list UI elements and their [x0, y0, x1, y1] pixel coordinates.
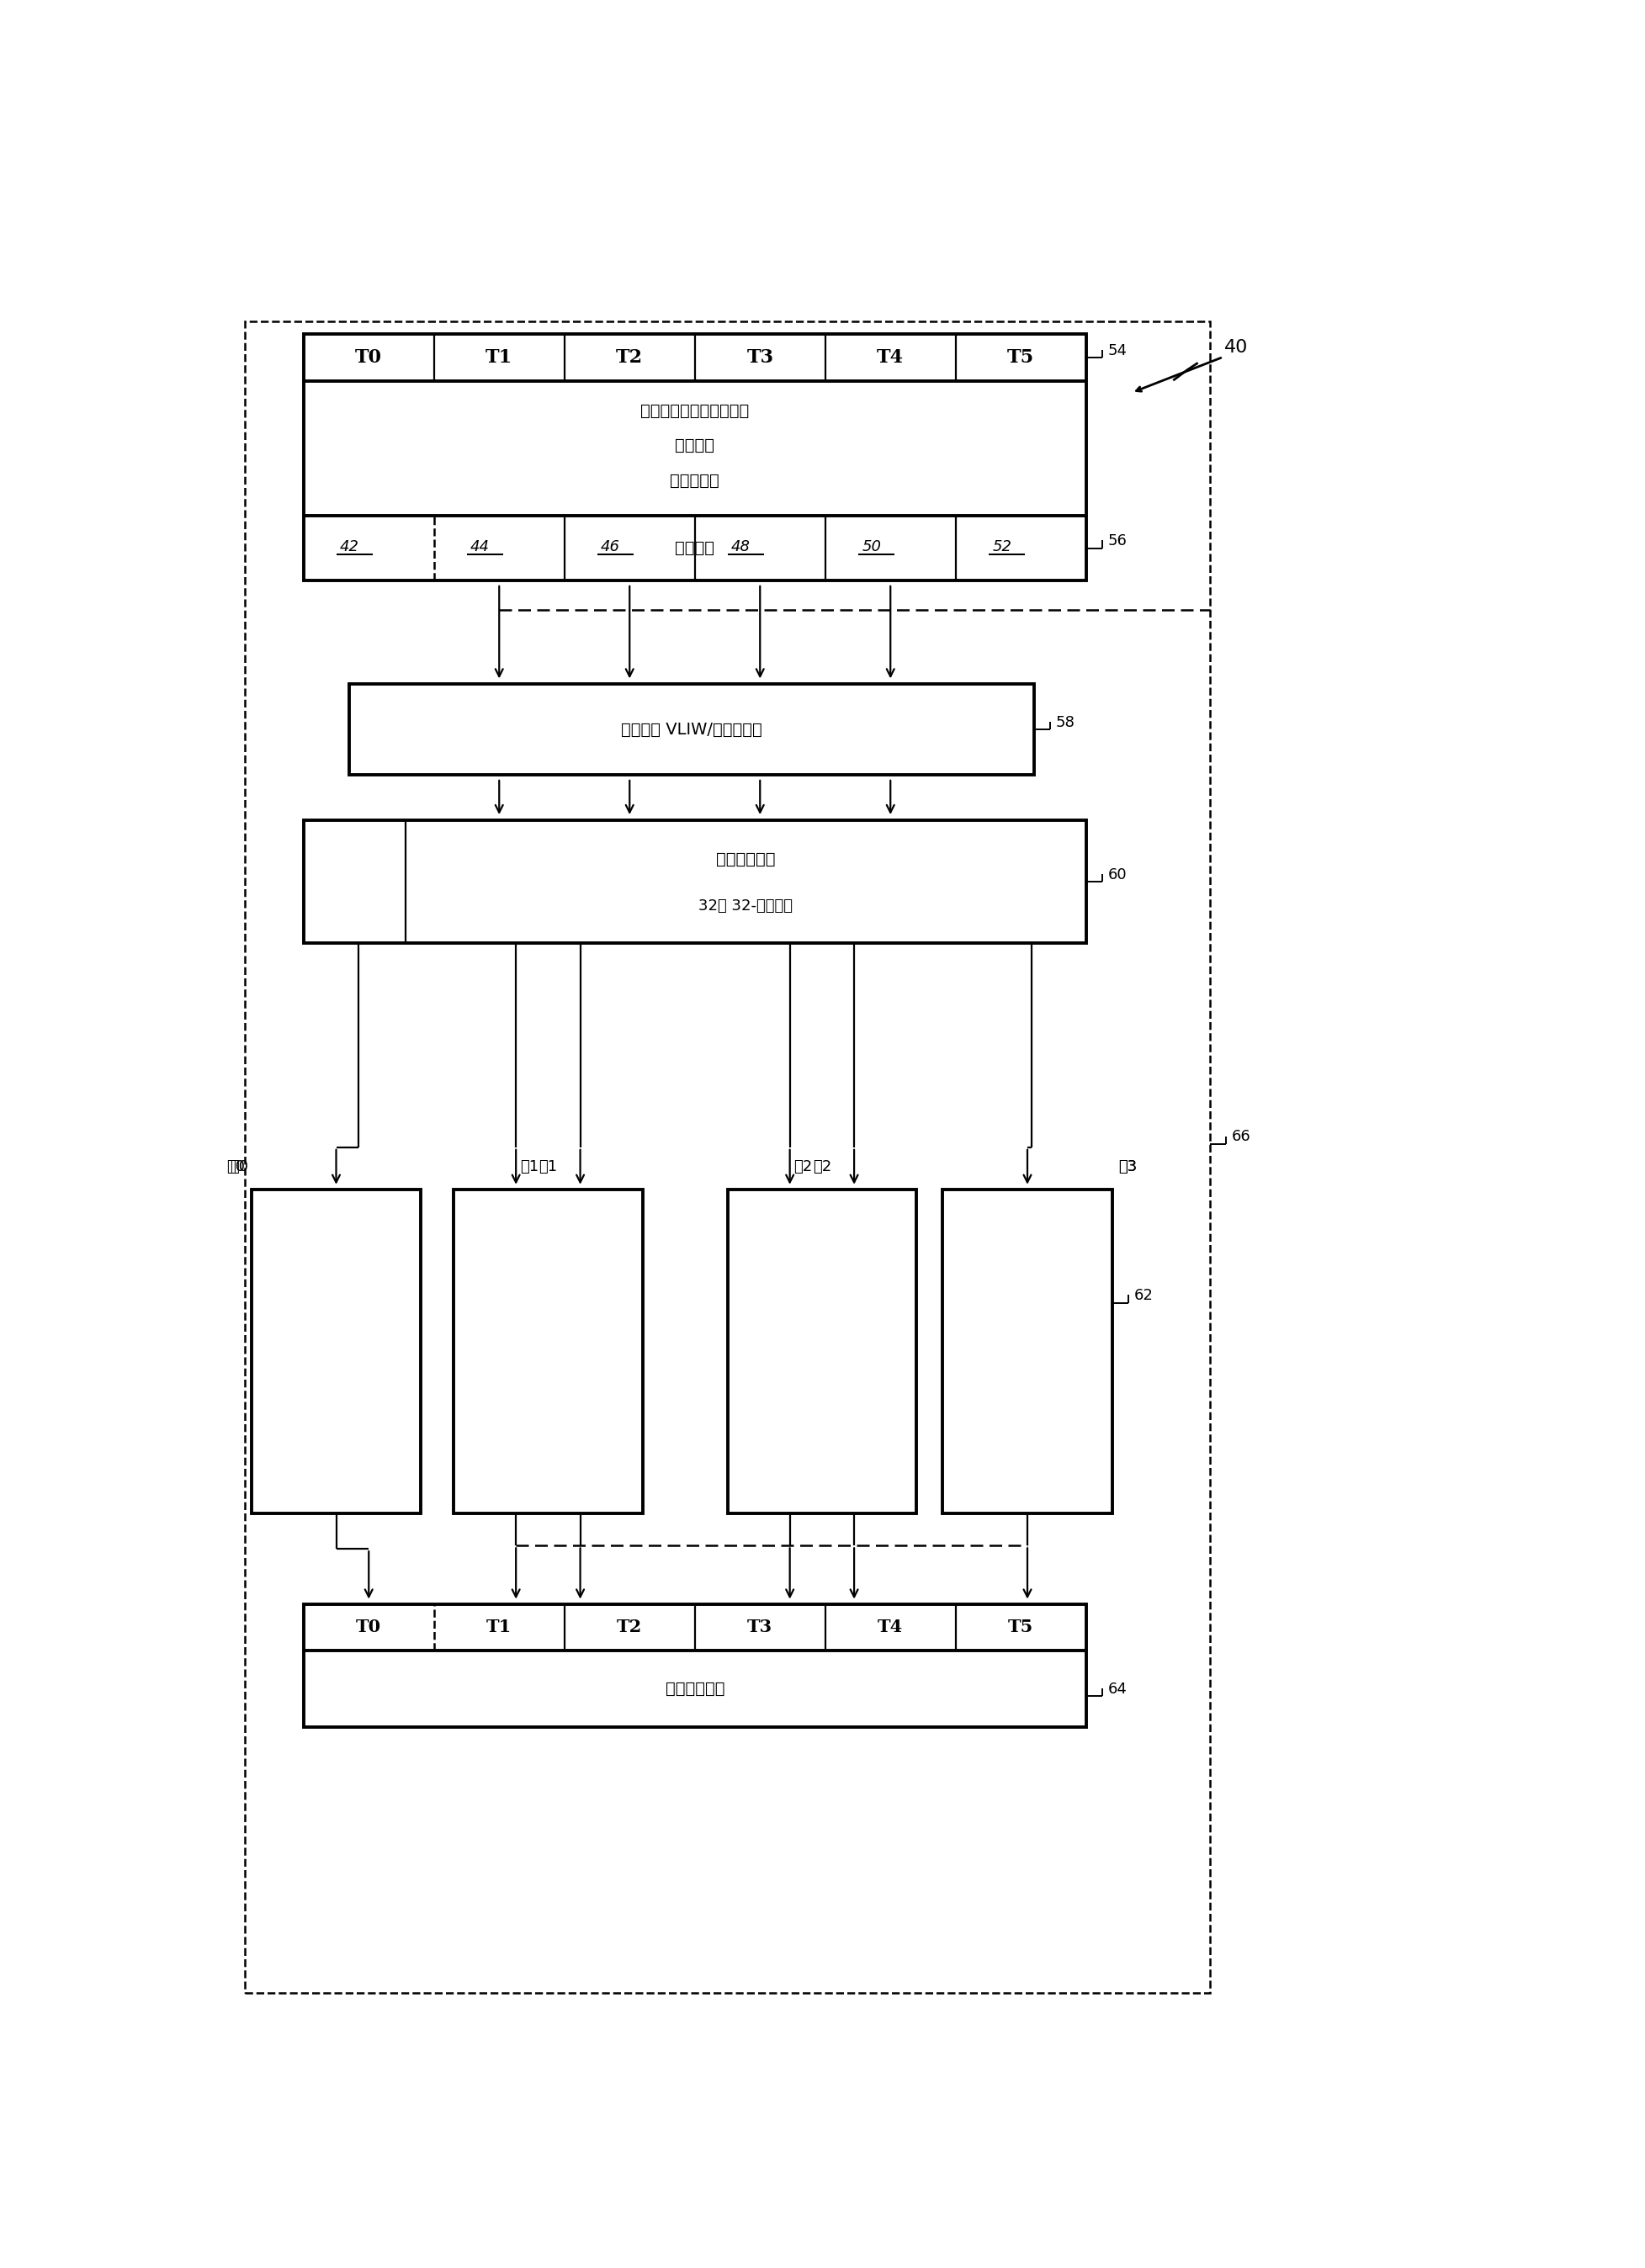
Text: 60: 60 [1107, 866, 1127, 882]
Text: 槽1: 槽1 [538, 1159, 558, 1175]
Bar [454, 1188, 642, 1513]
Text: 50: 50 [862, 540, 880, 553]
Text: 64: 64 [1107, 1681, 1127, 1696]
Text: 32个 32-位寄存器: 32个 32-位寄存器 [697, 898, 793, 914]
Text: 发布逻辑 VLIW/双向超标量: 发布逻辑 VLIW/双向超标量 [620, 721, 762, 737]
Bar [303, 333, 1086, 581]
Bar [303, 821, 1086, 943]
Text: T3: T3 [747, 349, 773, 367]
Text: 寄存器堆写入: 寄存器堆写入 [665, 1681, 724, 1696]
Text: 指令预解码: 指令预解码 [670, 472, 719, 488]
Text: T1: T1 [485, 349, 513, 367]
Text: 槽1: 槽1 [520, 1159, 538, 1175]
Text: 44: 44 [470, 540, 490, 553]
Bar [349, 685, 1033, 776]
Bar [943, 1188, 1112, 1513]
Text: 槽0: 槽0 [230, 1159, 248, 1175]
Text: 槽3: 槽3 [1119, 1159, 1137, 1175]
Bar [727, 1188, 916, 1513]
Text: T2: T2 [617, 1619, 642, 1635]
Text: T5: T5 [1008, 1619, 1033, 1635]
Text: 42: 42 [341, 540, 359, 553]
Text: T4: T4 [877, 349, 903, 367]
Bar [303, 1603, 1086, 1726]
Text: 58: 58 [1054, 714, 1074, 730]
Text: 54: 54 [1107, 342, 1127, 358]
Text: 指令操纵: 指令操纵 [674, 438, 714, 454]
Text: 40: 40 [1224, 338, 1247, 356]
Text: 56: 56 [1107, 533, 1127, 549]
Text: 槽2: 槽2 [793, 1159, 813, 1175]
Text: 66: 66 [1230, 1129, 1250, 1145]
Text: T0: T0 [355, 1619, 382, 1635]
Text: 槽2: 槽2 [813, 1159, 831, 1175]
Bar [252, 1188, 421, 1513]
Text: T5: T5 [1007, 349, 1033, 367]
Text: 指令队列: 指令队列 [674, 540, 714, 556]
Text: 指令高速缓冲存储器存取: 指令高速缓冲存储器存取 [640, 404, 748, 420]
Text: T1: T1 [487, 1619, 512, 1635]
Text: T3: T3 [747, 1619, 772, 1635]
Text: 槽3: 槽3 [1119, 1159, 1137, 1175]
Text: 48: 48 [730, 540, 750, 553]
Text: 寄存器堆读取: 寄存器堆读取 [716, 850, 775, 869]
Text: T4: T4 [877, 1619, 903, 1635]
Text: 62: 62 [1133, 1288, 1153, 1304]
Text: 槽0: 槽0 [227, 1159, 245, 1175]
Text: T0: T0 [355, 349, 382, 367]
Bar [245, 322, 1209, 1994]
Text: T2: T2 [615, 349, 643, 367]
Text: 46: 46 [600, 540, 620, 553]
Text: 52: 52 [992, 540, 1012, 553]
